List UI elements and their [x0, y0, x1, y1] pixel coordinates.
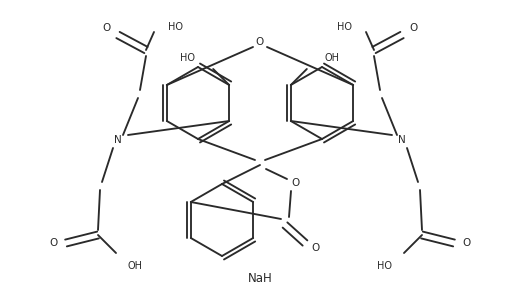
- Text: N: N: [114, 135, 122, 145]
- Text: N: N: [398, 135, 406, 145]
- Text: HO: HO: [337, 22, 352, 32]
- Text: O: O: [50, 238, 58, 248]
- Text: O: O: [462, 238, 470, 248]
- Text: O: O: [103, 23, 111, 33]
- Text: NaH: NaH: [248, 271, 272, 284]
- Text: O: O: [291, 178, 299, 188]
- Text: O: O: [311, 243, 319, 253]
- Text: HO: HO: [377, 261, 392, 271]
- Text: HO: HO: [180, 53, 195, 63]
- Text: OH: OH: [128, 261, 143, 271]
- Text: O: O: [256, 37, 264, 47]
- Text: HO: HO: [168, 22, 183, 32]
- Text: OH: OH: [325, 53, 340, 63]
- Text: O: O: [409, 23, 417, 33]
